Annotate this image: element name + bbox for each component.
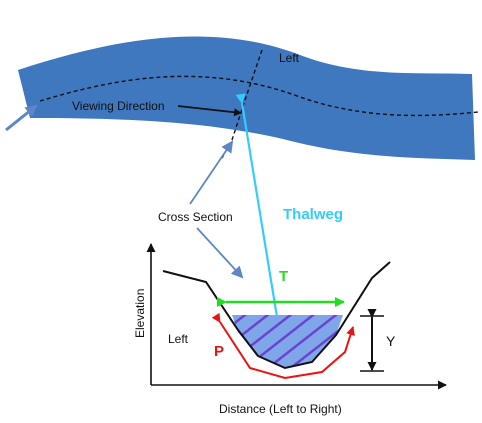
wetted-perimeter-label: P — [214, 343, 224, 360]
elevation-axis-label: Elevation — [133, 289, 147, 338]
water-hatch — [232, 315, 343, 368]
distance-axis-label: Distance (Left to Right) — [219, 402, 342, 416]
wetted-perimeter-arrow — [211, 312, 355, 380]
viewing-direction-label: Viewing Direction — [72, 99, 165, 113]
flow-direction-arrow — [5, 104, 38, 132]
cross-section-label: Cross Section — [158, 210, 233, 224]
viewing-direction-pointer — [177, 105, 242, 117]
channel-profile — [162, 261, 391, 370]
top-width-label: T — [279, 268, 288, 285]
thalweg-label: Thalweg — [283, 206, 343, 223]
cross-section-pointer-lower — [196, 227, 244, 279]
cross-section-pointer-upper — [189, 140, 234, 205]
left-bank-label: Left — [168, 332, 189, 346]
left-top-label: Left — [279, 51, 300, 65]
flow-path — [39, 75, 479, 117]
depth-label: Y — [386, 333, 396, 349]
